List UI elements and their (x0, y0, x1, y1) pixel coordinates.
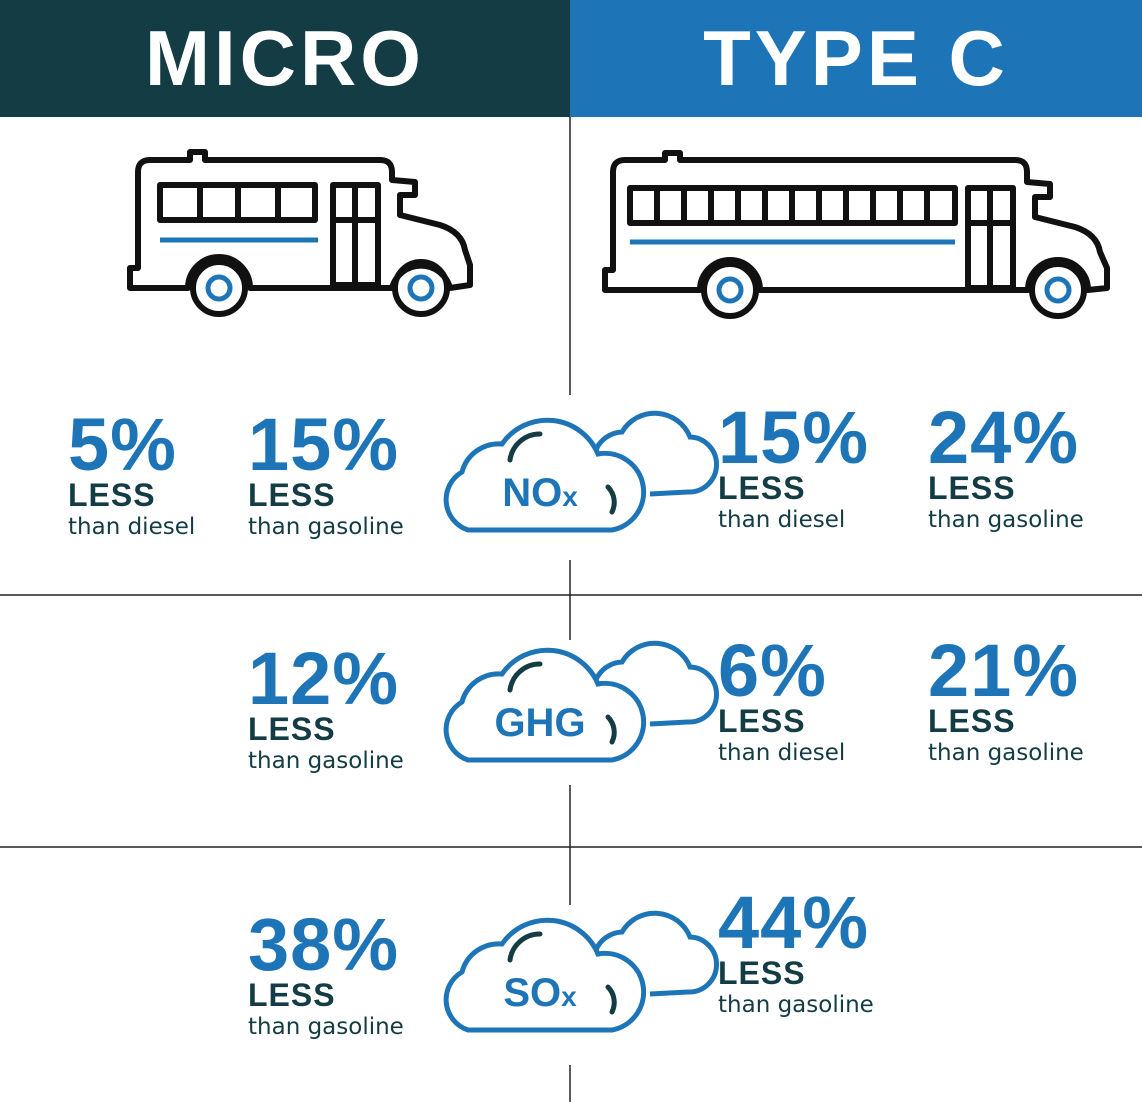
column-header: TYPE C (570, 0, 1142, 117)
pollutant-name: SO (503, 971, 561, 1015)
stat-value: 21% (928, 629, 1080, 712)
stat-less: LESS (248, 477, 336, 513)
pollutant-cloud: SOx (446, 913, 716, 1030)
stat-less: LESS (928, 703, 1016, 739)
stat-less: LESS (68, 477, 156, 513)
stat-comparison: than diesel (68, 514, 196, 540)
stat-comparison: than gasoline (248, 1014, 404, 1040)
stat-comparison: than gasoline (248, 514, 404, 540)
pollutant-name: NO (502, 471, 562, 515)
stat-comparison: than gasoline (928, 740, 1084, 766)
stat-value: 38% (248, 903, 400, 986)
stat-comparison: than diesel (718, 507, 846, 533)
stat: 6% LESS than diesel (718, 629, 846, 768)
pollutant-label: NOx (502, 471, 578, 515)
pollutant-name: GHG (494, 701, 585, 745)
stat: 44% LESS than gasoline (718, 881, 874, 1020)
stat: 38% LESS than gasoline (248, 903, 404, 1042)
stat-comparison: than diesel (718, 740, 846, 766)
stat-value: 24% (928, 396, 1080, 479)
stat-value: 15% (718, 396, 870, 479)
stat-value: 5% (68, 403, 177, 486)
stat-comparison: than gasoline (248, 748, 404, 774)
stat-value: 12% (248, 637, 400, 720)
stat-value: 6% (718, 629, 827, 712)
stat: 15% LESS than diesel (718, 396, 870, 535)
stat-less: LESS (248, 711, 336, 747)
stat-less: LESS (928, 470, 1016, 506)
stat-comparison: than gasoline (718, 992, 874, 1018)
stat-less: LESS (718, 703, 806, 739)
pollutant-subscript: x (561, 981, 577, 1012)
pollutant-cloud: GHG (446, 643, 716, 760)
type-c-bus (602, 150, 1110, 319)
column-header: MICRO (0, 0, 570, 117)
pollutant-label: SOx (503, 971, 577, 1015)
stat: 15% LESS than gasoline (248, 403, 404, 542)
stat: 5% LESS than diesel (68, 403, 196, 542)
stat: 24% LESS than gasoline (928, 396, 1084, 535)
stat: 21% LESS than gasoline (928, 629, 1084, 768)
stat-less: LESS (718, 955, 806, 991)
stat-value: 15% (248, 403, 400, 486)
pollutant-label: GHG (494, 701, 585, 745)
stat-comparison: than gasoline (928, 507, 1084, 533)
pollutant-subscript: x (562, 481, 578, 512)
pollutant-cloud: NOx (446, 413, 716, 530)
micro-bus (127, 149, 473, 317)
dividers (0, 117, 1142, 1102)
stat-less: LESS (248, 977, 336, 1013)
stat: 12% LESS than gasoline (248, 637, 404, 776)
stat-less: LESS (718, 470, 806, 506)
stat-value: 44% (718, 881, 870, 964)
